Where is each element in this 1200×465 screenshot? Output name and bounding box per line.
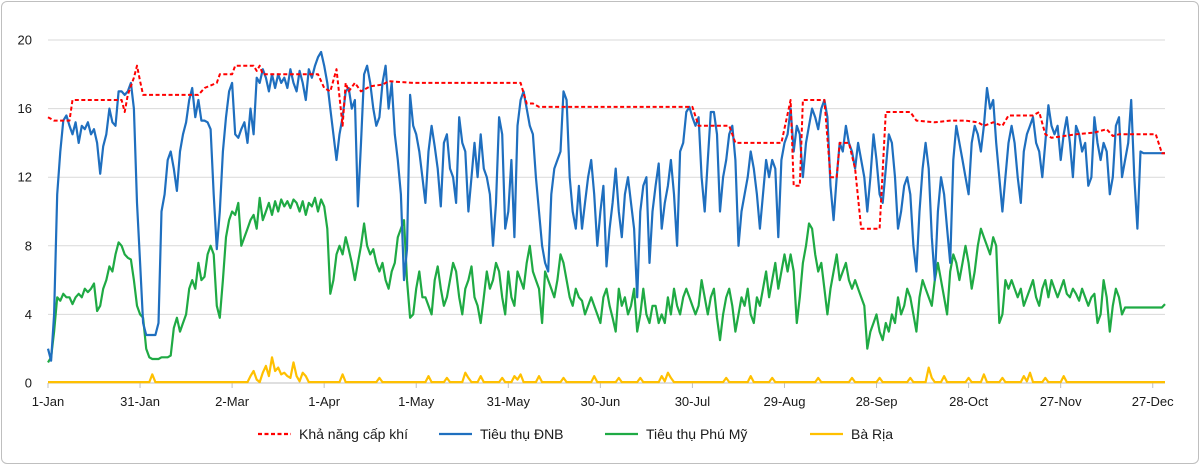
x-tick-label: 2-Mar bbox=[215, 394, 250, 409]
x-tick-label: 30-Jun bbox=[580, 394, 620, 409]
x-tick-label: 28-Oct bbox=[949, 394, 988, 409]
x-tick-label: 1-Apr bbox=[308, 394, 340, 409]
x-tick-label: 29-Aug bbox=[764, 394, 806, 409]
y-tick-label: 0 bbox=[25, 376, 32, 391]
y-axis-ticks: 0 4 8 12 16 20 bbox=[18, 33, 32, 391]
y-tick-label: 16 bbox=[18, 101, 32, 116]
series-line-2 bbox=[47, 196, 1166, 363]
series-line-1 bbox=[46, 50, 1165, 362]
x-tick-label: 27-Dec bbox=[1132, 394, 1174, 409]
x-tick-label: 27-Nov bbox=[1040, 394, 1082, 409]
x-tick-label: 28-Sep bbox=[856, 394, 898, 409]
legend-label: Tiêu thụ ĐNB bbox=[480, 426, 564, 442]
x-tick-label: 31-Jan bbox=[120, 394, 160, 409]
x-axis-ticks: 1-Jan 31-Jan 2-Mar 1-Apr 1-May 31-May 30-Jun 30… bbox=[32, 383, 1174, 409]
legend-label: Bà Rịa bbox=[851, 426, 893, 442]
y-tick-label: 20 bbox=[18, 33, 32, 48]
y-tick-label: 8 bbox=[25, 238, 32, 253]
legend: Khả năng cấp khí Tiêu thụ ĐNB Tiêu thụ Phú… bbox=[258, 426, 893, 442]
series-line-3 bbox=[48, 356, 1165, 384]
x-tick-label: 1-May bbox=[398, 394, 435, 409]
series-line-0 bbox=[47, 64, 1165, 230]
y-tick-label: 12 bbox=[18, 170, 32, 185]
y-tick-label: 4 bbox=[25, 307, 32, 322]
x-tick-label: 31-May bbox=[487, 394, 531, 409]
series-lines bbox=[46, 50, 1166, 384]
x-tick-label: 1-Jan bbox=[32, 394, 65, 409]
legend-label: Khả năng cấp khí bbox=[299, 426, 408, 442]
x-tick-label: 30-Jul bbox=[675, 394, 711, 409]
legend-label: Tiêu thụ Phú Mỹ bbox=[646, 426, 747, 442]
